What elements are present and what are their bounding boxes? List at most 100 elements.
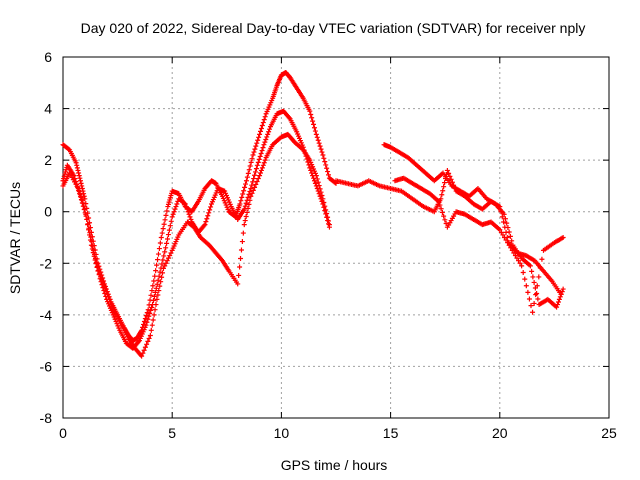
data-point (186, 211, 192, 217)
data-point (322, 203, 328, 209)
data-point (262, 114, 268, 120)
data-point (248, 159, 254, 165)
data-point (315, 137, 321, 143)
x-tick-label: 0 (59, 425, 67, 441)
data-point (163, 245, 169, 251)
data-point (316, 183, 322, 189)
data-point (253, 166, 259, 172)
data-point (322, 208, 328, 214)
data-point (314, 134, 320, 140)
data-point (525, 289, 531, 295)
data-point (312, 128, 318, 134)
data-point (141, 347, 147, 353)
data-point (313, 173, 319, 179)
data-point (255, 137, 261, 143)
data-point (325, 169, 331, 175)
data-point (152, 273, 158, 279)
data-point (74, 162, 80, 168)
data-point (536, 274, 542, 280)
data-point (514, 255, 520, 261)
data-point (156, 246, 162, 252)
data-point (318, 189, 324, 195)
data-point (66, 146, 72, 152)
data-point (143, 313, 149, 319)
data-point (237, 264, 243, 270)
data-point (168, 250, 174, 256)
data-point (79, 197, 85, 203)
data-point (243, 178, 249, 184)
data-point (257, 128, 263, 134)
data-point (205, 213, 211, 219)
data-point (80, 200, 86, 206)
data-point (142, 316, 148, 322)
x-tick-label: 15 (383, 425, 399, 441)
data-point (155, 292, 161, 298)
series-track-d (333, 167, 564, 297)
data-point (530, 274, 536, 280)
data-point (188, 216, 194, 222)
data-point (90, 250, 96, 256)
data-point (149, 304, 155, 310)
data-point (531, 300, 537, 306)
data-point (313, 131, 319, 137)
data-point (163, 212, 169, 218)
chart-title: Day 020 of 2022, Sidereal Day-to-day VTE… (81, 20, 586, 36)
data-point (242, 184, 248, 190)
data-point (508, 245, 514, 251)
data-point (207, 207, 213, 213)
data-point (184, 206, 190, 212)
data-point (559, 289, 565, 295)
data-point (152, 289, 158, 295)
data-point (554, 304, 560, 310)
data-point (317, 143, 323, 149)
data-point (105, 291, 111, 297)
data-point (246, 201, 252, 207)
data-point (448, 176, 454, 182)
data-point (249, 182, 255, 188)
data-point (87, 237, 93, 243)
data-point (260, 120, 266, 126)
series-track-f (392, 175, 566, 315)
data-point (164, 208, 170, 214)
y-tick-label: 0 (44, 204, 52, 220)
data-point (320, 152, 326, 158)
data-point (324, 211, 330, 217)
data-point (151, 278, 157, 284)
data-point (558, 291, 564, 297)
plot-frame (62, 56, 610, 419)
data-point (187, 214, 193, 220)
data-point (520, 269, 526, 275)
data-point (247, 163, 253, 169)
data-point (78, 180, 84, 186)
data-point (560, 235, 566, 240)
data-point (243, 181, 249, 187)
data-point (258, 125, 264, 131)
data-point (246, 167, 252, 173)
data-point (159, 261, 165, 267)
data-point (442, 217, 448, 223)
data-point (109, 304, 115, 310)
data-point (254, 179, 260, 185)
x-tick-label: 25 (601, 425, 617, 441)
data-point (144, 319, 150, 325)
data-point (88, 242, 94, 248)
y-tick-label: -6 (40, 358, 53, 374)
data-point (106, 296, 112, 302)
data-point (101, 283, 107, 289)
data-point (251, 176, 257, 182)
data-point (89, 246, 95, 252)
data-point (499, 214, 505, 220)
data-point (530, 309, 536, 315)
data-point (257, 170, 263, 176)
data-point (503, 237, 509, 243)
data-point (78, 194, 84, 200)
data-point (240, 191, 246, 197)
data-point (252, 172, 258, 178)
data-point (253, 143, 259, 149)
data-point (316, 140, 322, 146)
data-point (265, 131, 271, 137)
data-point (238, 198, 244, 204)
data-point (436, 198, 442, 204)
data-point (82, 206, 88, 212)
